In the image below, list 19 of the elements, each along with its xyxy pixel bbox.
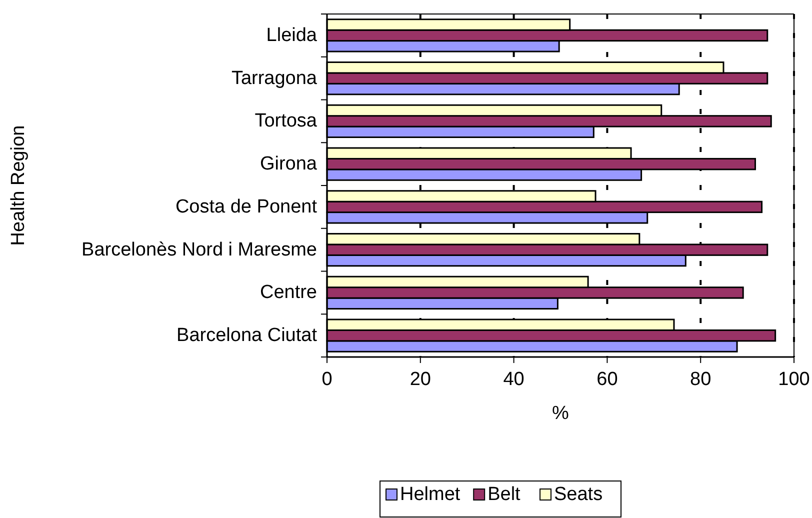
y-tick-label: Centre: [260, 282, 317, 304]
x-axis-title: %: [552, 403, 570, 424]
legend-label: Seats: [554, 484, 603, 505]
x-tick-label: 80: [690, 369, 712, 390]
x-tick-label: 0: [322, 369, 332, 390]
y-tick-label: Girona: [260, 154, 318, 175]
x-tick-label: 40: [503, 369, 524, 390]
y-tick-label: Tarragona: [231, 68, 318, 89]
y-tick-label: Lleida: [266, 24, 318, 46]
y-tick-label: Barcelonès Nord i Maresme: [82, 239, 317, 260]
y-tick-label: Costa de Ponent: [175, 196, 318, 218]
x-tick-label: 100: [778, 369, 810, 390]
y-tick-label: Tortosa: [254, 110, 318, 132]
y-axis-title: Health Region: [8, 125, 29, 246]
y-tick-label: Barcelona Ciutat: [176, 325, 318, 346]
legend-label: Belt: [488, 484, 522, 505]
legend-label: Helmet: [400, 484, 461, 505]
x-tick-label: 60: [596, 369, 618, 390]
x-tick-label: 20: [410, 369, 431, 390]
